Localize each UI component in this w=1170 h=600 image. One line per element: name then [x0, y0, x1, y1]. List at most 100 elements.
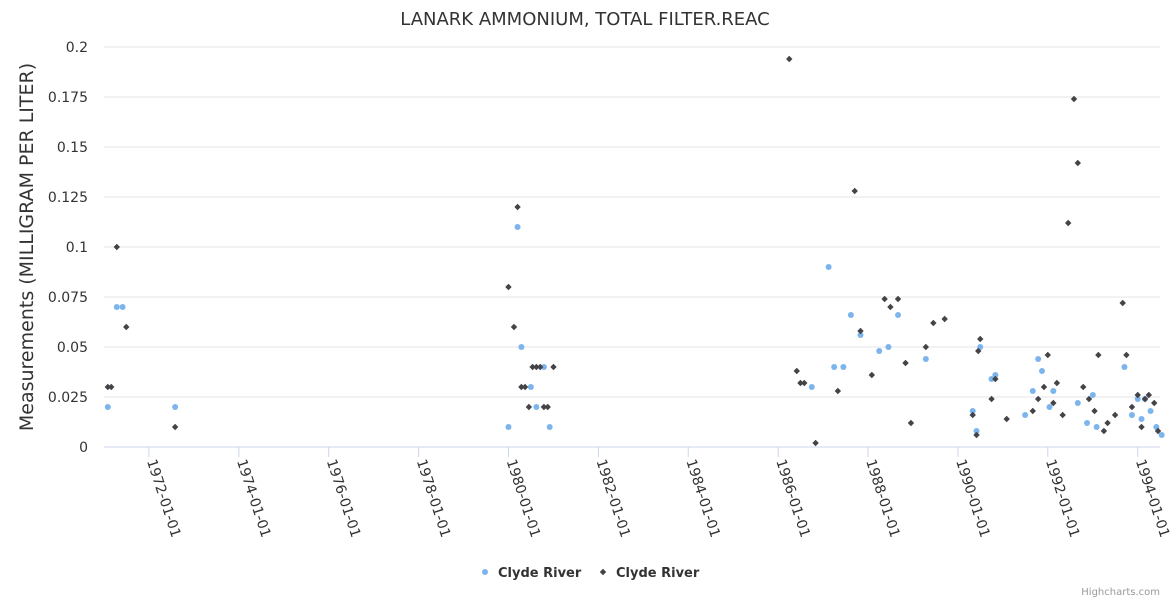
data-point[interactable] — [108, 383, 115, 391]
data-point[interactable] — [1128, 403, 1136, 411]
data-point[interactable] — [1093, 424, 1100, 430]
data-point[interactable] — [1040, 383, 1048, 391]
data-point[interactable] — [857, 332, 864, 338]
data-point[interactable] — [113, 304, 120, 310]
legend-marker[interactable] — [599, 568, 607, 576]
data-point[interactable] — [1134, 396, 1141, 402]
data-point[interactable] — [1128, 412, 1135, 418]
credits-link[interactable]: Highcharts.com — [1081, 587, 1160, 598]
data-point[interactable] — [975, 347, 982, 355]
data-point[interactable] — [988, 376, 995, 382]
data-point[interactable] — [525, 403, 533, 411]
legend-item-2[interactable]: Clyde River — [599, 566, 700, 581]
data-point[interactable] — [992, 372, 999, 378]
data-point[interactable] — [881, 295, 888, 303]
data-point[interactable] — [533, 363, 540, 371]
data-point[interactable] — [831, 364, 838, 370]
legend-marker[interactable] — [482, 569, 488, 575]
data-point[interactable] — [550, 363, 557, 371]
data-point[interactable] — [1044, 351, 1051, 359]
data-point[interactable] — [876, 348, 883, 354]
data-point[interactable] — [1035, 356, 1042, 362]
data-point[interactable] — [1089, 392, 1096, 398]
data-point[interactable] — [514, 224, 521, 230]
data-point[interactable] — [1123, 351, 1130, 359]
data-point[interactable] — [540, 403, 548, 411]
data-point[interactable] — [510, 323, 518, 331]
data-point[interactable] — [808, 384, 815, 390]
data-point[interactable] — [834, 387, 842, 395]
data-point[interactable] — [1050, 399, 1057, 407]
data-point[interactable] — [992, 375, 999, 383]
data-point[interactable] — [840, 364, 847, 370]
data-point[interactable] — [1084, 420, 1091, 426]
data-point[interactable] — [529, 363, 536, 371]
data-point[interactable] — [514, 203, 521, 211]
data-point[interactable] — [902, 359, 909, 367]
data-point[interactable] — [1085, 395, 1093, 403]
data-point[interactable] — [1059, 411, 1066, 419]
data-point[interactable] — [505, 424, 512, 430]
data-point[interactable] — [907, 419, 915, 427]
data-point[interactable] — [1141, 395, 1149, 403]
data-point[interactable] — [894, 295, 902, 303]
data-point[interactable] — [1046, 404, 1053, 410]
data-point[interactable] — [895, 312, 902, 318]
data-point[interactable] — [1029, 407, 1036, 415]
data-point[interactable] — [1121, 364, 1128, 370]
data-point[interactable] — [825, 264, 832, 270]
data-point[interactable] — [1138, 423, 1145, 431]
data-point[interactable] — [988, 395, 995, 403]
data-point[interactable] — [786, 55, 793, 63]
data-point[interactable] — [1074, 159, 1082, 167]
data-point[interactable] — [851, 187, 858, 195]
data-point[interactable] — [930, 319, 937, 327]
data-point[interactable] — [847, 312, 854, 318]
data-point[interactable] — [518, 344, 525, 350]
data-point[interactable] — [113, 243, 120, 251]
data-point[interactable] — [1038, 368, 1045, 374]
data-point[interactable] — [1050, 388, 1057, 394]
data-point[interactable] — [1111, 411, 1119, 419]
data-point[interactable] — [1029, 388, 1036, 394]
data-point[interactable] — [104, 404, 111, 410]
data-point[interactable] — [1158, 432, 1165, 438]
data-point[interactable] — [527, 384, 534, 390]
data-point[interactable] — [922, 356, 929, 362]
data-point[interactable] — [171, 423, 179, 431]
data-point[interactable] — [533, 404, 540, 410]
data-point[interactable] — [1022, 412, 1029, 418]
data-point[interactable] — [544, 403, 551, 411]
data-point[interactable] — [119, 304, 126, 310]
data-point[interactable] — [1080, 383, 1087, 391]
data-point[interactable] — [1154, 427, 1162, 435]
data-point[interactable] — [969, 411, 976, 419]
data-point[interactable] — [969, 408, 976, 414]
data-point[interactable] — [1138, 416, 1145, 422]
data-point[interactable] — [941, 315, 948, 323]
data-point[interactable] — [1070, 95, 1078, 103]
data-point[interactable] — [857, 327, 864, 335]
data-point[interactable] — [1074, 400, 1081, 406]
data-point[interactable] — [1034, 395, 1042, 403]
data-point[interactable] — [1003, 415, 1010, 423]
data-point[interactable] — [793, 367, 800, 375]
data-point[interactable] — [172, 404, 179, 410]
data-point[interactable] — [104, 383, 112, 391]
data-point[interactable] — [1119, 299, 1126, 307]
data-point[interactable] — [797, 379, 804, 387]
data-point[interactable] — [1145, 391, 1153, 399]
legend-item-1[interactable]: Clyde River — [482, 566, 582, 581]
data-point[interactable] — [801, 379, 808, 387]
data-point[interactable] — [1053, 379, 1061, 387]
data-point[interactable] — [521, 383, 529, 391]
data-point[interactable] — [518, 383, 525, 391]
data-point[interactable] — [868, 371, 876, 379]
data-point[interactable] — [973, 431, 980, 439]
data-point[interactable] — [1134, 391, 1141, 399]
data-point[interactable] — [1095, 351, 1102, 359]
data-point[interactable] — [505, 283, 512, 291]
data-point[interactable] — [812, 439, 819, 447]
data-point[interactable] — [1100, 427, 1108, 435]
data-point[interactable] — [537, 363, 544, 371]
